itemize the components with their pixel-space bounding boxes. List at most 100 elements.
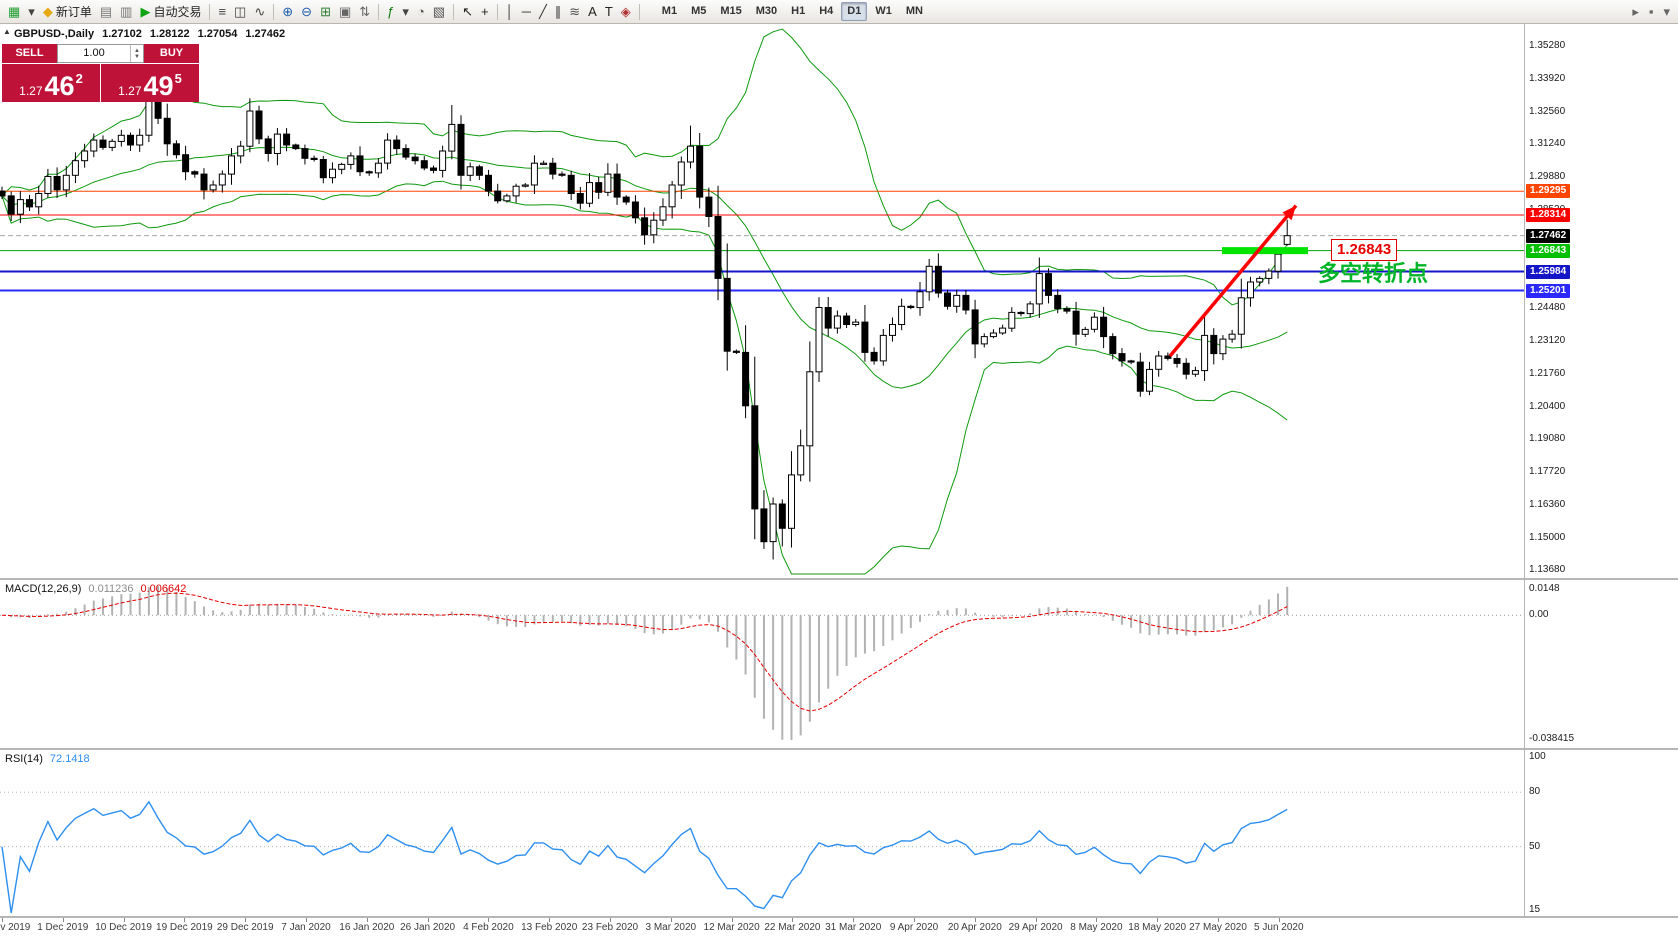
zoom-out-button[interactable]: ⊖ — [297, 2, 316, 22]
crosshair-button[interactable]: + — [477, 2, 493, 22]
sell-price-big: 46 — [44, 71, 75, 101]
fibonacci-button[interactable]: ≋ — [565, 2, 584, 22]
price-callout-label[interactable]: 1.26843 — [1331, 239, 1398, 261]
candle — [916, 291, 924, 309]
candle — [53, 176, 61, 191]
toolbar-right-group: ▸ ▪ ▾ — [1628, 2, 1674, 22]
text-label-button[interactable]: T — [601, 2, 617, 22]
rsi-axis-label: 15 — [1529, 904, 1541, 915]
horizontal-line-button[interactable]: ─ — [518, 2, 535, 22]
candle — [687, 145, 694, 163]
candle — [889, 324, 896, 336]
periods-dropdown-button[interactable]: ◔ — [413, 2, 429, 22]
macd-indicator-panel[interactable] — [0, 580, 1524, 748]
spinner-up-icon[interactable]: ▲ — [134, 47, 140, 54]
timeframe-m30-button[interactable]: M30 — [750, 2, 783, 21]
timeframe-d1-button[interactable]: D1 — [841, 2, 868, 21]
cursor-button[interactable]: ↖ — [458, 2, 477, 22]
line-chart-type-icon: ∿ — [254, 4, 266, 19]
candle — [292, 144, 300, 150]
market-watch-button[interactable]: ▤ — [96, 2, 116, 22]
bollinger-upper-band — [1, 28, 1288, 306]
candle — [108, 140, 116, 148]
zoom-in-button[interactable]: ⊕ — [278, 2, 297, 22]
tile-windows-button[interactable]: ⊞ — [316, 2, 335, 22]
candle — [549, 162, 557, 175]
price-tag-1.27462: 1.27462 — [1526, 228, 1571, 243]
candle — [631, 201, 639, 219]
date-tick — [974, 918, 976, 922]
trend-arrow[interactable] — [1168, 204, 1298, 358]
arrange-windows-button[interactable]: ⇅ — [355, 2, 374, 22]
auto-trading-button[interactable]: ▶ 自动交易 — [136, 2, 205, 22]
toolbar-separator — [378, 3, 380, 20]
main-price-chart[interactable] — [0, 24, 1524, 578]
volume-value[interactable]: 1.00 — [83, 47, 105, 59]
templates-button[interactable]: ▧ — [429, 2, 449, 22]
candle — [81, 150, 89, 162]
candle — [934, 265, 942, 294]
macd-value-main: 0.011236 — [88, 583, 134, 595]
candle — [475, 166, 483, 176]
date-label: 5 Jun 2020 — [1254, 922, 1304, 933]
candle — [319, 159, 327, 179]
chart-shift-button[interactable]: ▸ — [1628, 2, 1643, 22]
candle — [485, 174, 492, 192]
candle — [301, 148, 309, 159]
indicators-button[interactable]: ƒ — [383, 2, 398, 22]
timeframe-m15-button[interactable]: M15 — [714, 2, 747, 21]
price-axis-label: 1.24480 — [1529, 302, 1566, 313]
auto-scroll-button[interactable]: ▪ — [1645, 2, 1658, 22]
new-order-button[interactable]: ◆ 新订单 — [39, 2, 96, 22]
candle — [329, 168, 336, 179]
cascade-windows-button[interactable]: ▣ — [335, 2, 355, 22]
bar-chart-type-button[interactable]: ≡ — [214, 2, 230, 22]
new-chart-button[interactable]: ▦ — [4, 2, 24, 22]
date-label: 13 Feb 2020 — [521, 922, 578, 933]
new-chart-dropdown-button[interactable]: ▾ — [24, 2, 39, 22]
indicators-dropdown-button[interactable]: ▾ — [398, 2, 413, 22]
timeframe-mn-button[interactable]: MN — [900, 2, 929, 21]
candle — [237, 145, 245, 157]
timeframe-w1-button[interactable]: W1 — [869, 2, 898, 21]
timeframe-h4-button[interactable]: H4 — [813, 2, 839, 21]
volume-input[interactable]: 1.00 ▲ ▼ — [57, 44, 144, 63]
arrows-icon: ◈ — [620, 4, 631, 19]
rsi-indicator-panel[interactable] — [0, 750, 1524, 916]
trendline-button[interactable]: ╱ — [535, 2, 551, 22]
panel-separator-rsi[interactable] — [0, 748, 1678, 750]
toolbar-options-button[interactable]: ▾ — [1659, 2, 1674, 22]
candle-chart-type-button[interactable]: ◫ — [230, 2, 250, 22]
timeframe-m5-button[interactable]: M5 — [685, 2, 712, 21]
candle — [71, 160, 79, 176]
candle-chart-type-icon: ◫ — [234, 4, 247, 19]
data-window-button[interactable]: ▥ — [116, 2, 136, 22]
price-tag-1.28314: 1.28314 — [1526, 207, 1571, 222]
panel-separator-macd[interactable] — [0, 578, 1678, 580]
vertical-line-button[interactable]: │ — [502, 2, 518, 22]
text-button[interactable]: A — [584, 2, 601, 22]
line-chart-type-button[interactable]: ∿ — [250, 2, 269, 22]
arrows-button[interactable]: ◈ — [617, 2, 635, 22]
new-chart-dropdown-icon: ▾ — [28, 4, 35, 19]
spinner-down-icon[interactable]: ▼ — [134, 53, 140, 60]
volume-spinner[interactable]: ▲ ▼ — [130, 45, 143, 62]
templates-icon: ▧ — [432, 4, 446, 19]
timeframe-h1-button[interactable]: H1 — [785, 2, 811, 21]
trend-arrow-head[interactable] — [1282, 205, 1296, 221]
timeframe-m1-button[interactable]: M1 — [656, 2, 683, 21]
equidistant-channel-button[interactable]: ∥ — [551, 2, 566, 22]
candle — [705, 196, 713, 218]
sell-button[interactable]: SELL — [2, 44, 57, 63]
candle — [117, 134, 125, 142]
sell-price-button[interactable]: 1.27 46 2 — [2, 64, 100, 102]
auto-scroll-icon: ▪ — [1648, 4, 1654, 19]
buy-price-button[interactable]: 1.27 49 5 — [101, 64, 199, 102]
candle — [264, 138, 272, 155]
buy-button[interactable]: BUY — [144, 44, 199, 63]
candle — [35, 193, 43, 208]
candle — [191, 171, 199, 175]
candle — [558, 173, 566, 176]
one-click-collapse-icon[interactable]: ▲ — [3, 27, 11, 36]
price-axis-label: 1.33920 — [1529, 72, 1566, 84]
